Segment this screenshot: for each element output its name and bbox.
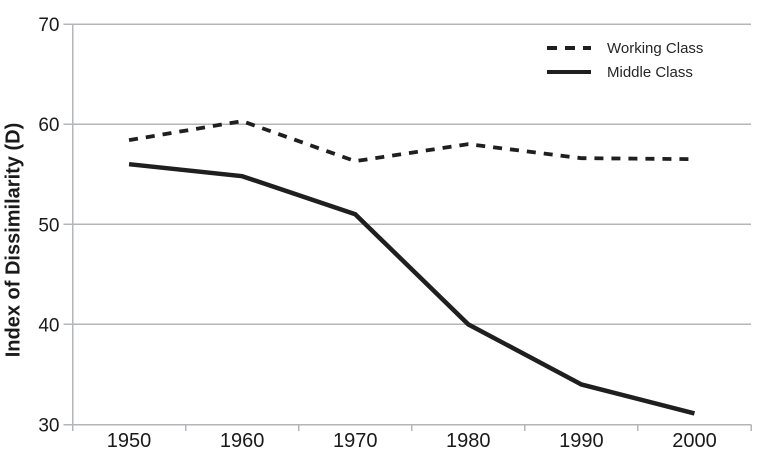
- y-tick-label: 50: [38, 215, 59, 236]
- x-tick-label: 2000: [672, 430, 717, 452]
- x-tick-label: 1970: [333, 430, 378, 452]
- series-line-working-class: [128, 119, 695, 164]
- x-tick-label: 1960: [220, 430, 265, 452]
- y-axis-title: Index of Dissimilarity (D): [2, 122, 25, 358]
- series-line-middle-class: [128, 161, 696, 416]
- solid-line-sample-icon: [547, 70, 591, 74]
- x-tick-label: 1950: [107, 430, 152, 452]
- y-tick-label: 70: [38, 15, 59, 36]
- dashed-line-sample-icon: [547, 46, 591, 50]
- chart-legend: Working Class Middle Class: [547, 39, 703, 81]
- x-tick-label: 1980: [446, 430, 491, 452]
- y-tick-label: 60: [38, 115, 59, 136]
- y-tick-label: 40: [38, 315, 59, 336]
- legend-label-working-class: Working Class: [607, 39, 704, 57]
- legend-label-middle-class: Middle Class: [607, 63, 693, 81]
- y-tick-label: 30: [38, 416, 59, 437]
- legend-item-middle-class: Middle Class: [547, 63, 703, 81]
- x-tick-label: 1990: [559, 430, 604, 452]
- legend-item-working-class: Working Class: [547, 39, 703, 57]
